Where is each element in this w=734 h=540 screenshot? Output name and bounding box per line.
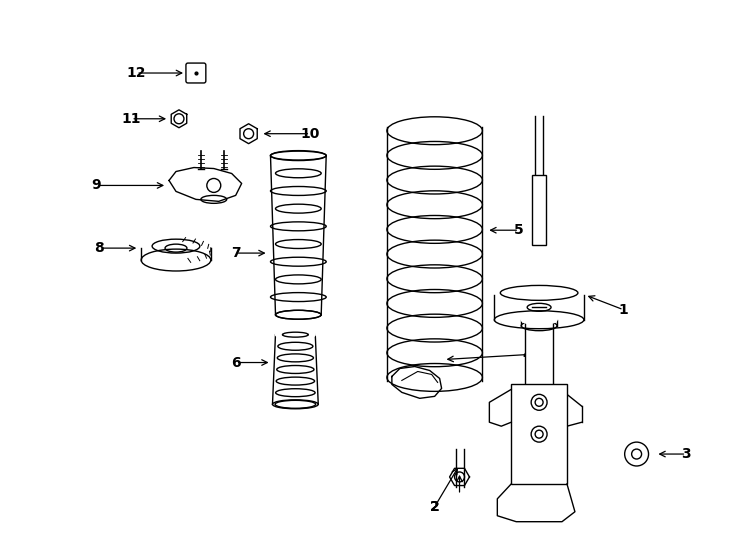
Text: 9: 9	[92, 178, 101, 192]
Ellipse shape	[494, 286, 584, 304]
FancyBboxPatch shape	[512, 384, 567, 484]
Polygon shape	[498, 484, 575, 522]
Text: 4: 4	[523, 348, 532, 362]
Polygon shape	[392, 367, 442, 399]
FancyBboxPatch shape	[526, 320, 553, 429]
Text: 6: 6	[231, 355, 241, 369]
Text: 1: 1	[619, 303, 628, 317]
Text: 12: 12	[126, 66, 146, 80]
Ellipse shape	[141, 237, 211, 259]
Text: 11: 11	[121, 112, 141, 126]
Text: 8: 8	[95, 241, 104, 255]
FancyBboxPatch shape	[186, 63, 206, 83]
Ellipse shape	[275, 330, 316, 339]
Circle shape	[619, 436, 655, 472]
Polygon shape	[169, 167, 241, 201]
Polygon shape	[171, 110, 186, 128]
Circle shape	[192, 69, 200, 77]
Polygon shape	[490, 389, 512, 426]
Text: 5: 5	[515, 223, 524, 237]
Polygon shape	[240, 124, 257, 144]
Text: 7: 7	[231, 246, 241, 260]
Ellipse shape	[152, 239, 200, 253]
Ellipse shape	[521, 315, 557, 325]
Circle shape	[202, 173, 226, 198]
FancyBboxPatch shape	[532, 176, 546, 245]
Polygon shape	[449, 468, 470, 485]
Text: 2: 2	[430, 500, 440, 514]
Text: 10: 10	[301, 127, 320, 141]
Text: 3: 3	[682, 447, 691, 461]
Text: 2: 2	[430, 500, 440, 514]
